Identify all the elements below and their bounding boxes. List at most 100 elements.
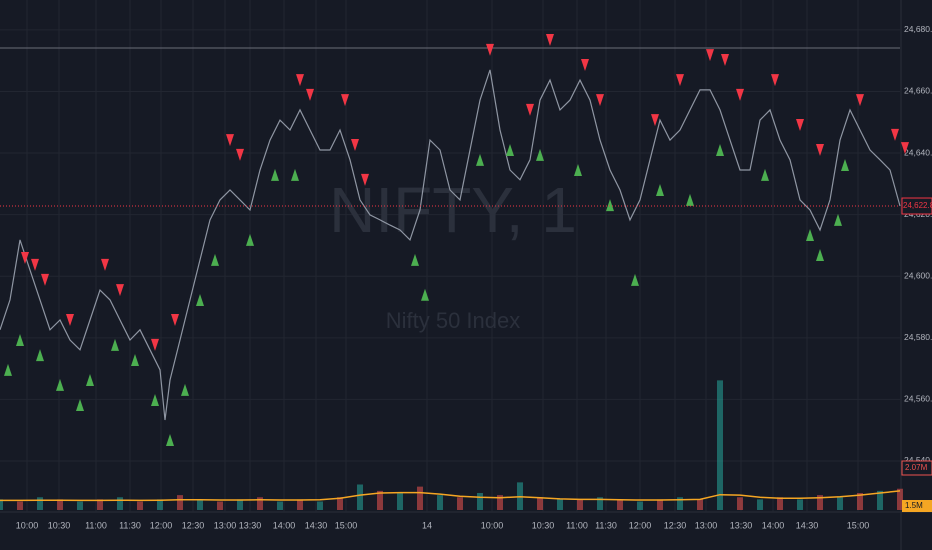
x-tick-label: 13:30 (239, 520, 262, 530)
buy-signal (574, 163, 582, 176)
sell-signal (651, 114, 659, 127)
volume-bar (537, 497, 543, 510)
volume-bar (377, 490, 383, 510)
volume-bar (97, 499, 103, 510)
buy-signal (411, 253, 419, 266)
volume-bar (57, 499, 63, 510)
volume-bar (17, 501, 23, 510)
sell-signal (21, 252, 29, 265)
x-tick-label: 10:30 (532, 520, 555, 530)
x-tick-label: 10:30 (48, 520, 71, 530)
volume-bar (217, 501, 223, 510)
sell-signal (306, 88, 314, 101)
x-tick-label: 11:00 (85, 520, 107, 530)
volume-bar (157, 499, 163, 510)
sell-signal (596, 94, 604, 107)
volume-bar (357, 484, 363, 510)
sell-signal (816, 143, 824, 156)
buy-signal (196, 293, 204, 306)
volume-bar (877, 490, 883, 510)
buy-signal (761, 168, 769, 181)
x-tick-label: 12:30 (664, 520, 687, 530)
buy-signal (131, 353, 139, 366)
buy-signal (291, 168, 299, 181)
watermark-subtitle: Nifty 50 Index (386, 308, 521, 333)
volume-bar (857, 493, 863, 510)
buy-signal (181, 383, 189, 396)
x-tick-label: 13:30 (730, 520, 753, 530)
x-tick-label: 14 (422, 520, 432, 530)
y-tick-label: 24,540.00 (904, 455, 932, 465)
buy-signal (631, 273, 639, 286)
sell-signal (226, 134, 234, 147)
sell-signal (171, 313, 179, 326)
volume-bar (717, 380, 723, 510)
sell-signal (796, 119, 804, 132)
x-tick-label: 10:00 (481, 520, 504, 530)
y-tick-label: 24,640.00 (904, 147, 932, 157)
buy-signal (166, 434, 174, 447)
volume-bar (177, 495, 183, 510)
volume-bar (337, 497, 343, 510)
volume-bar (497, 495, 503, 510)
price-line (0, 69, 901, 421)
volume-bar (137, 501, 143, 510)
x-tick-label: 14:30 (796, 520, 819, 530)
x-tick-label: 12:30 (182, 520, 205, 530)
sell-signal (296, 74, 304, 87)
sell-signal (351, 139, 359, 152)
y-tick-label: 24,660.00 (904, 86, 932, 96)
sell-signal (771, 74, 779, 87)
buy-signal (686, 193, 694, 206)
buy-signal (16, 333, 24, 346)
last-price-badge (901, 197, 932, 215)
sell-signal (721, 54, 729, 67)
volume-bar (397, 493, 403, 510)
buy-signal (421, 288, 429, 301)
volume-bar (697, 499, 703, 510)
x-tick-label: 14:30 (305, 520, 328, 530)
volume-badge (901, 460, 932, 476)
sell-signal (66, 313, 74, 326)
sell-signal (546, 34, 554, 47)
buy-signal (76, 398, 84, 411)
volume-ma-line (0, 490, 901, 502)
sell-signal (581, 58, 589, 71)
volume-bar (237, 499, 243, 510)
x-tick-label: 13:00 (695, 520, 718, 530)
buy-signal (816, 248, 824, 261)
volume-ma-label: 1.5M (905, 501, 923, 510)
buy-signal (841, 159, 849, 172)
sell-signal (706, 49, 714, 62)
sell-signal (856, 94, 864, 107)
volume-bar (317, 501, 323, 510)
volume-bar (437, 495, 443, 510)
buy-signal (834, 213, 842, 226)
x-tick-label: 14:00 (273, 520, 296, 530)
buy-signal (536, 148, 544, 161)
last-price-label: 24,622.80 (903, 201, 932, 210)
x-tick-label: 15:00 (335, 520, 358, 530)
x-tick-label: 14:00 (762, 520, 785, 530)
volume-bar (897, 488, 903, 510)
volume-bar (577, 499, 583, 510)
volume-bar (277, 501, 283, 510)
volume-bar (117, 497, 123, 510)
sell-signal (101, 258, 109, 271)
buy-signal (606, 199, 614, 212)
y-tick-label: 24,680.00 (904, 24, 932, 34)
volume-bar (837, 497, 843, 510)
buy-signal (656, 184, 664, 197)
buy-signal (271, 168, 279, 181)
volume-bar (197, 499, 203, 510)
sell-signal (736, 88, 744, 101)
volume-bar (777, 497, 783, 510)
sell-signal (526, 103, 534, 116)
sell-signal (486, 43, 494, 56)
y-tick-label: 24,600.00 (904, 270, 932, 280)
buy-signal (716, 143, 724, 156)
x-tick-label: 12:00 (150, 520, 173, 530)
x-tick-label: 11:30 (119, 520, 141, 530)
